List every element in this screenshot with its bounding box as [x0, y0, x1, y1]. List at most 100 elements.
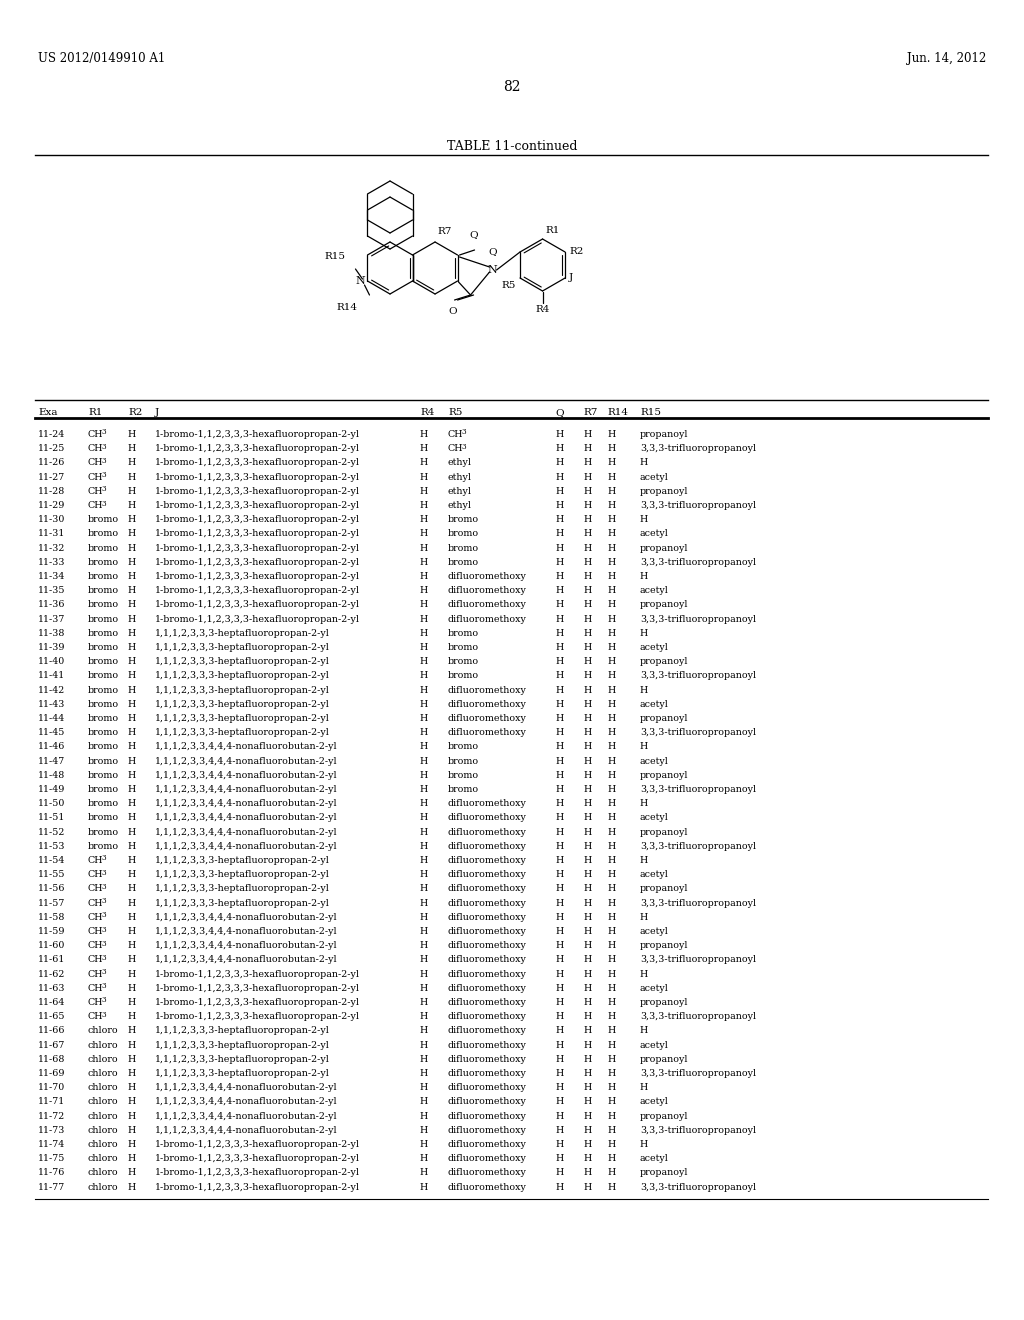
Text: H: H: [420, 586, 428, 595]
Text: bromo: bromo: [88, 529, 119, 539]
Text: H: H: [583, 855, 591, 865]
Text: H: H: [583, 544, 591, 553]
Text: H: H: [555, 756, 563, 766]
Text: H: H: [128, 983, 136, 993]
Text: H: H: [420, 558, 428, 566]
Text: 3: 3: [461, 429, 466, 437]
Text: R7: R7: [583, 408, 597, 417]
Text: H: H: [420, 1027, 428, 1035]
Text: H: H: [607, 983, 615, 993]
Text: H: H: [583, 1012, 591, 1022]
Text: H: H: [420, 913, 428, 921]
Text: H: H: [583, 729, 591, 737]
Text: H: H: [420, 899, 428, 908]
Text: H: H: [583, 1040, 591, 1049]
Text: H: H: [607, 970, 615, 978]
Text: H: H: [420, 1126, 428, 1135]
Text: CH: CH: [88, 927, 103, 936]
Text: propanoyl: propanoyl: [640, 601, 688, 610]
Text: H: H: [607, 771, 615, 780]
Text: H: H: [583, 884, 591, 894]
Text: propanoyl: propanoyl: [640, 828, 688, 837]
Text: J: J: [155, 408, 160, 417]
Text: 1,1,1,2,3,3,4,4,4-nonafluorobutan-2-yl: 1,1,1,2,3,3,4,4,4-nonafluorobutan-2-yl: [155, 813, 338, 822]
Text: H: H: [128, 899, 136, 908]
Text: difluoromethoxy: difluoromethoxy: [449, 842, 527, 851]
Text: H: H: [640, 855, 648, 865]
Text: H: H: [607, 785, 615, 795]
Text: H: H: [420, 729, 428, 737]
Text: bromo: bromo: [88, 700, 119, 709]
Text: ethyl: ethyl: [449, 487, 472, 496]
Text: difluoromethoxy: difluoromethoxy: [449, 927, 527, 936]
Text: H: H: [583, 771, 591, 780]
Text: 11-74: 11-74: [38, 1140, 66, 1148]
Text: H: H: [607, 913, 615, 921]
Text: H: H: [128, 1140, 136, 1148]
Text: difluoromethoxy: difluoromethoxy: [449, 913, 527, 921]
Text: 11-35: 11-35: [38, 586, 66, 595]
Text: 1,1,1,2,3,3,4,4,4-nonafluorobutan-2-yl: 1,1,1,2,3,3,4,4,4-nonafluorobutan-2-yl: [155, 842, 338, 851]
Text: H: H: [555, 458, 563, 467]
Text: H: H: [555, 1012, 563, 1022]
Text: H: H: [128, 1126, 136, 1135]
Text: R1: R1: [88, 408, 102, 417]
Text: acetyl: acetyl: [640, 700, 669, 709]
Text: CH: CH: [88, 956, 103, 965]
Text: H: H: [583, 983, 591, 993]
Text: CH: CH: [88, 913, 103, 921]
Text: 11-58: 11-58: [38, 913, 66, 921]
Text: H: H: [607, 799, 615, 808]
Text: H: H: [420, 502, 428, 510]
Text: H: H: [607, 487, 615, 496]
Text: 1-bromo-1,1,2,3,3,3-hexafluoropropan-2-yl: 1-bromo-1,1,2,3,3,3-hexafluoropropan-2-y…: [155, 572, 360, 581]
Text: H: H: [128, 1097, 136, 1106]
Text: propanoyl: propanoyl: [640, 884, 688, 894]
Text: difluoromethoxy: difluoromethoxy: [449, 956, 527, 965]
Text: 11-64: 11-64: [38, 998, 66, 1007]
Text: 1,1,1,2,3,3,3-heptafluoropropan-2-yl: 1,1,1,2,3,3,3-heptafluoropropan-2-yl: [155, 855, 330, 865]
Text: H: H: [420, 1183, 428, 1192]
Text: H: H: [583, 458, 591, 467]
Text: CH: CH: [88, 899, 103, 908]
Text: H: H: [555, 586, 563, 595]
Text: H: H: [128, 628, 136, 638]
Text: R7: R7: [437, 227, 452, 236]
Text: 1,1,1,2,3,3,3-heptafluoropropan-2-yl: 1,1,1,2,3,3,3-heptafluoropropan-2-yl: [155, 685, 330, 694]
Text: ethyl: ethyl: [449, 502, 472, 510]
Text: 11-30: 11-30: [38, 515, 66, 524]
Text: H: H: [128, 643, 136, 652]
Text: H: H: [607, 1168, 615, 1177]
Text: R4: R4: [420, 408, 434, 417]
Text: 1-bromo-1,1,2,3,3,3-hexafluoropropan-2-yl: 1-bromo-1,1,2,3,3,3-hexafluoropropan-2-y…: [155, 1183, 360, 1192]
Text: H: H: [128, 742, 136, 751]
Text: difluoromethoxy: difluoromethoxy: [449, 1097, 527, 1106]
Text: 11-60: 11-60: [38, 941, 66, 950]
Text: 1,1,1,2,3,3,4,4,4-nonafluorobutan-2-yl: 1,1,1,2,3,3,4,4,4-nonafluorobutan-2-yl: [155, 956, 338, 965]
Text: 1,1,1,2,3,3,3-heptafluoropropan-2-yl: 1,1,1,2,3,3,3-heptafluoropropan-2-yl: [155, 884, 330, 894]
Text: 3,3,3-trifluoropropanoyl: 3,3,3-trifluoropropanoyl: [640, 1069, 756, 1078]
Text: H: H: [420, 487, 428, 496]
Text: 11-41: 11-41: [38, 672, 66, 680]
Text: H: H: [555, 855, 563, 865]
Text: chloro: chloro: [88, 1140, 119, 1148]
Text: H: H: [607, 927, 615, 936]
Text: H: H: [607, 899, 615, 908]
Text: 3,3,3-trifluoropropanoyl: 3,3,3-trifluoropropanoyl: [640, 1126, 756, 1135]
Text: H: H: [555, 1111, 563, 1121]
Text: H: H: [583, 1183, 591, 1192]
Text: H: H: [607, 1111, 615, 1121]
Text: H: H: [607, 1040, 615, 1049]
Text: H: H: [555, 1126, 563, 1135]
Text: bromo: bromo: [88, 628, 119, 638]
Text: acetyl: acetyl: [640, 1154, 669, 1163]
Text: H: H: [555, 983, 563, 993]
Text: acetyl: acetyl: [640, 756, 669, 766]
Text: bromo: bromo: [88, 813, 119, 822]
Text: 3,3,3-trifluoropropanoyl: 3,3,3-trifluoropropanoyl: [640, 672, 756, 680]
Text: H: H: [583, 756, 591, 766]
Text: H: H: [607, 870, 615, 879]
Text: H: H: [555, 771, 563, 780]
Text: 1-bromo-1,1,2,3,3,3-hexafluoropropan-2-yl: 1-bromo-1,1,2,3,3,3-hexafluoropropan-2-y…: [155, 601, 360, 610]
Text: H: H: [583, 941, 591, 950]
